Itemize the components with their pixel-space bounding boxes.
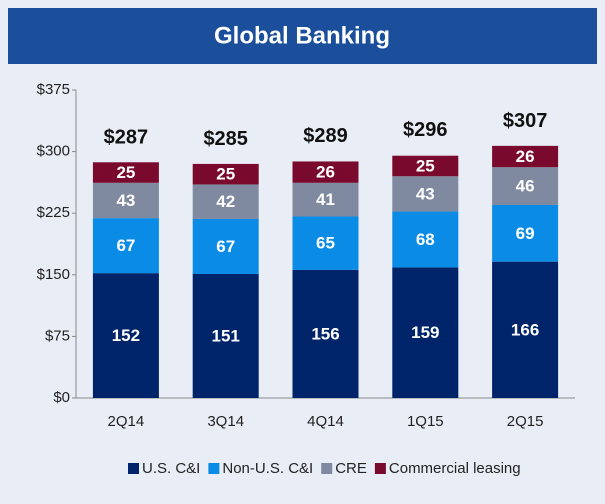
bar-segment	[492, 204, 559, 262]
data-label: 68	[416, 230, 435, 249]
data-label: 152	[112, 326, 140, 345]
bar-segment	[192, 163, 259, 185]
data-label: 151	[212, 326, 240, 345]
legend-swatch	[128, 463, 139, 474]
data-label: 159	[411, 323, 439, 342]
data-label: 67	[116, 236, 135, 255]
x-tick-label: 3Q14	[207, 413, 244, 430]
bar-segment	[492, 145, 559, 168]
y-tick-label: $0	[53, 389, 70, 406]
total-label: $307	[503, 110, 548, 132]
bar-segment	[492, 167, 559, 205]
chart-title: Global Banking	[214, 22, 390, 49]
bar-segment	[292, 269, 359, 398]
total-label: $289	[303, 125, 348, 147]
y-tick-label: $150	[37, 266, 70, 283]
legend-label: CRE	[335, 460, 367, 477]
bar-segment	[92, 273, 159, 398]
bar-segment	[392, 155, 459, 177]
data-label: 26	[316, 163, 335, 182]
y-tick-label: $375	[37, 81, 70, 98]
bar-segment	[192, 273, 259, 398]
legend-swatch	[321, 463, 333, 474]
data-label: 43	[416, 184, 435, 203]
bar-segment	[292, 161, 359, 183]
y-tick-label: $300	[37, 143, 70, 160]
bar-segment	[492, 261, 559, 398]
data-label: 26	[516, 147, 535, 166]
bar-segment	[392, 176, 459, 212]
bar-segment	[392, 211, 459, 268]
x-tick-label: 4Q14	[307, 413, 344, 430]
x-tick-label: 2Q15	[507, 413, 544, 430]
data-label: 69	[516, 224, 535, 243]
data-label: 25	[216, 165, 235, 184]
legend-swatch	[374, 463, 386, 474]
data-label: 43	[116, 191, 135, 210]
total-label: $296	[403, 119, 448, 141]
data-label: 42	[216, 192, 235, 211]
x-tick-label: 1Q15	[407, 413, 444, 430]
bar-segment	[192, 218, 259, 274]
bar-segment	[192, 184, 259, 219]
total-label: $285	[203, 128, 248, 150]
data-label: 25	[116, 163, 135, 182]
bar-segment	[92, 182, 159, 219]
data-label: 67	[216, 237, 235, 256]
x-tick-label: 2Q14	[108, 413, 145, 430]
data-label: 41	[316, 190, 335, 209]
y-tick-label: $75	[45, 327, 70, 344]
bar-segment	[292, 216, 359, 270]
data-label: 156	[311, 324, 339, 343]
bar-segment	[292, 182, 359, 217]
data-label: 65	[316, 234, 335, 253]
data-label: 166	[511, 320, 539, 339]
legend-label: Non-U.S. C&I	[222, 460, 313, 477]
total-label: $287	[104, 127, 149, 149]
data-label: 46	[516, 177, 535, 196]
legend-label: U.S. C&I	[142, 460, 200, 477]
legend-label: Commercial leasing	[389, 460, 521, 477]
data-label: 25	[416, 156, 435, 175]
bar-segment	[92, 162, 159, 183]
y-tick-label: $225	[37, 204, 70, 221]
bar-segment	[92, 218, 159, 274]
bar-segment	[392, 267, 459, 398]
legend-swatch	[208, 463, 220, 474]
header-band	[8, 8, 597, 64]
